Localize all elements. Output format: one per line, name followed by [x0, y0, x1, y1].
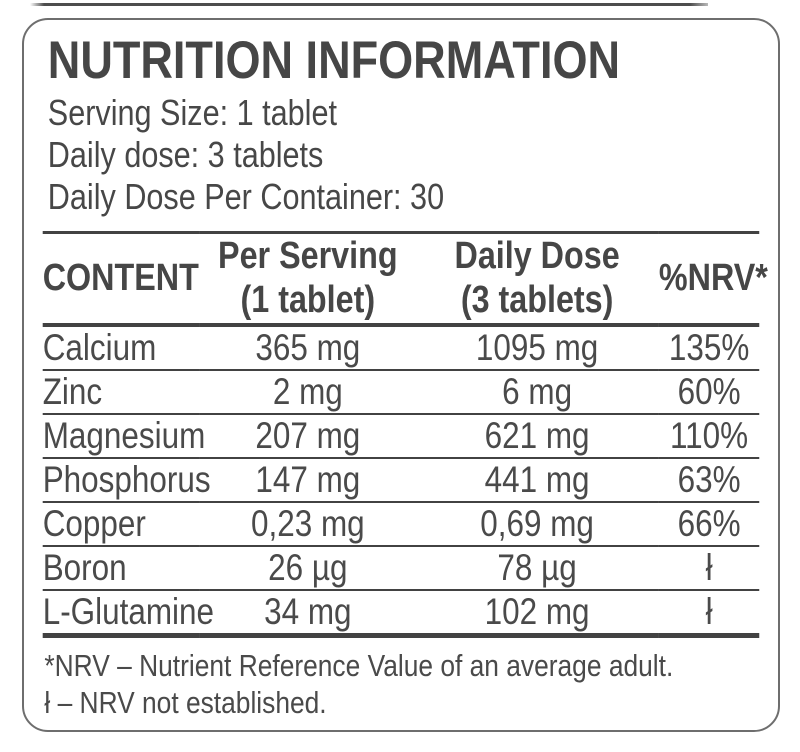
table-row: Magnesium 207 mg 621 mg 110% — [42, 414, 760, 458]
label-content: NUTRITION INFORMATION Serving Size: 1 ta… — [24, 32, 778, 721]
daily-dose-value-cell: 78 µg — [497, 546, 577, 588]
nutrition-table-header: CONTENT Per Serving (1 tablet) Daily Dos… — [42, 233, 768, 325]
nutrient-name-cell: Calcium — [42, 326, 157, 368]
table-row: Zinc 2 mg 6 mg 60% — [42, 370, 760, 414]
per-serving-value-cell: 207 mg — [255, 414, 361, 456]
nrv-value-cell: 60% — [677, 370, 741, 412]
top-crop-line — [30, 3, 708, 6]
footnote-not-established: ł – NRV not established. — [44, 684, 327, 720]
footnote-nrv-definition: *NRV – Nutrient Reference Value of an av… — [44, 647, 674, 683]
daily-dose-value-cell: 102 mg — [484, 590, 590, 632]
daily-dose-value-cell: 0,69 mg — [480, 502, 594, 544]
nutrient-name-cell: Magnesium — [42, 414, 206, 456]
per-serving-value-cell: 2 mg — [272, 370, 343, 412]
nutrition-table: CONTENT Per Serving (1 tablet) Daily Dos… — [42, 231, 768, 638]
per-serving-value-cell: 26 µg — [268, 546, 348, 588]
nutrient-name-cell: Zinc — [42, 370, 103, 412]
nrv-value-cell: 63% — [677, 458, 741, 500]
per-serving-value-cell: 365 mg — [255, 326, 361, 368]
table-row: Phosphorus 147 mg 441 mg 63% — [42, 458, 760, 502]
daily-dose-value-cell: 6 mg — [502, 370, 573, 412]
table-row: L-Glutamine 34 mg 102 mg ł — [42, 590, 760, 635]
column-header-nrv: %NRV* — [658, 257, 768, 300]
nrv-value-cell: ł — [705, 590, 713, 632]
nutrient-name-cell: L-Glutamine — [42, 590, 215, 632]
nutrient-name-cell: Boron — [42, 546, 127, 588]
column-header-content: CONTENT — [42, 257, 199, 300]
nrv-value-cell: 135% — [668, 326, 750, 368]
serving-size-text: Serving Size: 1 tablet — [47, 92, 337, 133]
footnotes: *NRV – Nutrient Reference Value of an av… — [44, 647, 759, 721]
nutrient-name-cell: Copper — [42, 502, 146, 544]
daily-dose-text: Daily dose: 3 tablets — [47, 134, 324, 175]
column-header-daily-dose: Daily Dose (3 tablets) — [454, 235, 620, 322]
per-serving-value-cell: 147 mg — [255, 458, 361, 500]
nrv-value-cell: ł — [705, 546, 713, 588]
table-row: Boron 26 µg 78 µg ł — [42, 546, 760, 590]
doses-per-container-text: Daily Dose Per Container: 30 — [47, 176, 445, 217]
per-serving-value-cell: 0,23 mg — [250, 502, 365, 544]
per-serving-value-cell: 34 mg — [264, 590, 352, 632]
table-row: Copper 0,23 mg 0,69 mg 66% — [42, 502, 760, 546]
nutrition-table-body: Calcium 365 mg 1095 mg 135% Zinc 2 mg 6 … — [42, 325, 760, 635]
daily-dose-value-cell: 441 mg — [484, 458, 590, 500]
column-header-per-serving: Per Serving (1 tablet) — [218, 235, 398, 322]
daily-dose-value-cell: 1095 mg — [475, 326, 599, 368]
nrv-value-cell: 66% — [677, 502, 741, 544]
nutrient-name-cell: Phosphorus — [42, 458, 211, 500]
nutrition-label: NUTRITION INFORMATION Serving Size: 1 ta… — [22, 18, 780, 732]
nrv-value-cell: 110% — [670, 414, 749, 456]
page-title: NUTRITION INFORMATION — [47, 31, 621, 90]
table-row: Calcium 365 mg 1095 mg 135% — [42, 325, 760, 370]
daily-dose-value-cell: 621 mg — [484, 414, 590, 456]
